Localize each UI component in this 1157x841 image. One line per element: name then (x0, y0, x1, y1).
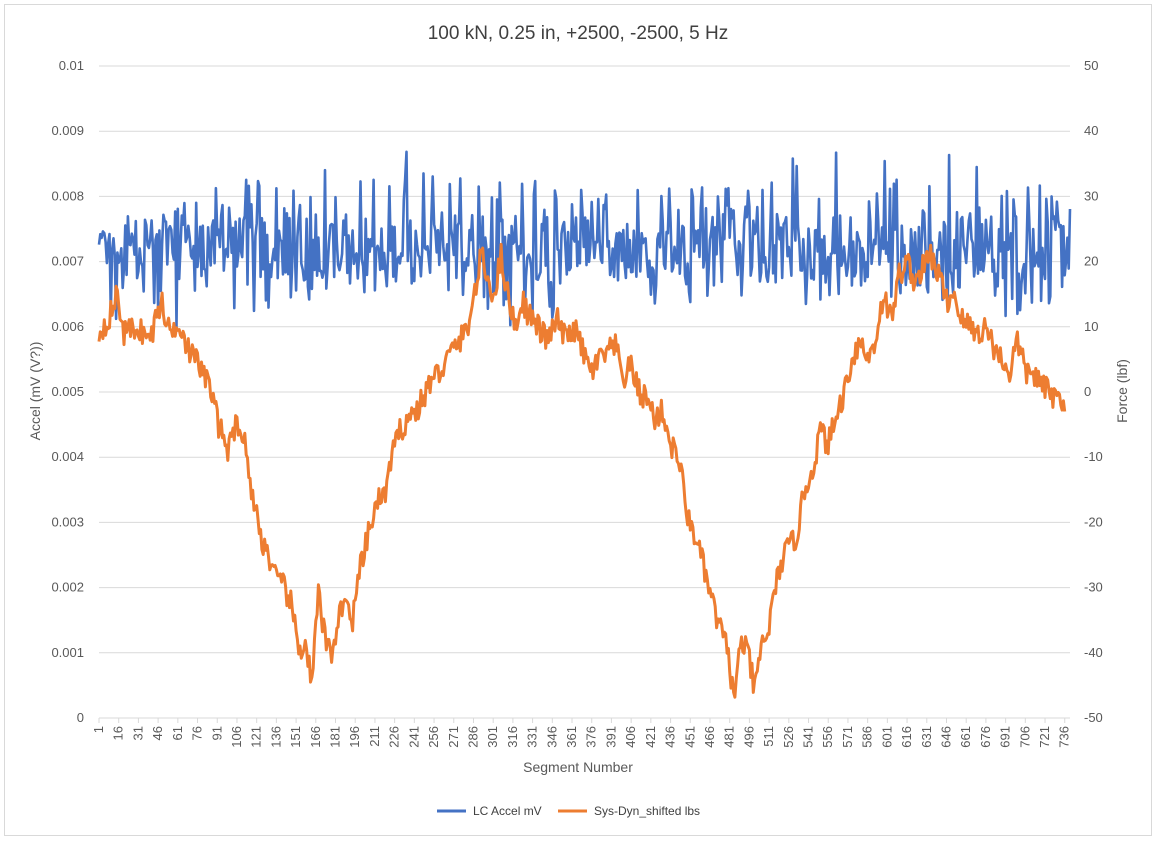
x-tick-label: 646 (938, 726, 953, 748)
x-tick-label: 136 (268, 726, 283, 748)
x-tick-label: 586 (860, 726, 875, 748)
left-tick-label: 0.004 (51, 449, 84, 464)
x-tick-label: 541 (801, 726, 816, 748)
chart-frame (4, 4, 1152, 836)
x-tick-label: 481 (722, 726, 737, 748)
left-axis-title: Accel (mV (V?)) (27, 342, 43, 441)
series-layer (97, 150, 1072, 699)
x-tick-label: 316 (505, 726, 520, 748)
x-tick-label: 421 (643, 726, 658, 748)
x-tick-label: 556 (820, 726, 835, 748)
left-tick-label: 0 (77, 710, 84, 725)
chart-title: 100 kN, 0.25 in, +2500, -2500, 5 Hz (428, 23, 729, 44)
left-tick-label: 0.009 (51, 123, 84, 138)
x-tick-label: 91 (209, 726, 224, 740)
left-tick-label: 0.005 (51, 384, 84, 399)
left-tick-label: 0.006 (51, 319, 84, 334)
x-tick-label: 106 (229, 726, 244, 748)
x-tick-label: 526 (781, 726, 796, 748)
legend-label-sys-dyn: Sys-Dyn_shifted lbs (594, 804, 700, 818)
left-tick-label: 0.008 (51, 188, 84, 203)
x-tick-label: 271 (446, 726, 461, 748)
x-tick-label: 601 (879, 726, 894, 748)
x-tick-label: 16 (111, 726, 126, 740)
x-tick-label: 121 (249, 726, 264, 748)
right-tick-label: -10 (1084, 449, 1103, 464)
right-tick-label: 40 (1084, 123, 1098, 138)
right-tick-label: 0 (1084, 384, 1091, 399)
right-tick-label: 50 (1084, 58, 1098, 73)
right-tick-label: -50 (1084, 710, 1103, 725)
series-sys-dyn-line (97, 242, 1067, 699)
x-tick-label: 706 (1017, 726, 1032, 748)
x-tick-label: 661 (958, 726, 973, 748)
x-tick-label: 226 (387, 726, 402, 748)
left-tick-label: 0.002 (51, 580, 84, 595)
right-tick-label: 10 (1084, 319, 1098, 334)
right-axis-ticks: -50 -40 -30 -20 -10 0 10 20 30 40 50 (1084, 58, 1103, 725)
x-tick-label: 451 (682, 726, 697, 748)
x-tick-label: 346 (544, 726, 559, 748)
x-axis-ticks: 1 16 31 46 61 76 91 106 121 136 151 166 181 196 211 226… (91, 718, 1072, 748)
x-tick-label: 256 (426, 726, 441, 748)
left-tick-label: 0.007 (51, 254, 84, 269)
x-tick-label: 391 (603, 726, 618, 748)
x-tick-label: 616 (899, 726, 914, 748)
x-tick-label: 721 (1037, 726, 1052, 748)
x-tick-label: 631 (919, 726, 934, 748)
x-tick-label: 436 (663, 726, 678, 748)
x-tick-label: 301 (485, 726, 500, 748)
right-tick-label: -30 (1084, 580, 1103, 595)
x-tick-label: 676 (978, 726, 993, 748)
legend: LC Accel mV Sys-Dyn_shifted lbs (437, 804, 700, 818)
x-tick-label: 211 (367, 726, 382, 747)
x-tick-label: 46 (150, 726, 165, 740)
left-tick-label: 0.01 (59, 58, 84, 73)
x-tick-label: 691 (998, 726, 1013, 748)
x-tick-label: 31 (130, 726, 145, 740)
x-tick-label: 736 (1057, 726, 1072, 748)
x-tick-label: 406 (623, 726, 638, 748)
x-tick-label: 361 (564, 726, 579, 748)
x-tick-label: 286 (465, 726, 480, 748)
right-tick-label: -40 (1084, 645, 1103, 660)
x-tick-label: 181 (328, 726, 343, 748)
x-axis-title: Segment Number (523, 759, 633, 775)
x-tick-label: 496 (741, 726, 756, 748)
left-tick-label: 0.001 (51, 645, 84, 660)
left-tick-label: 0.003 (51, 514, 84, 529)
series-lc-accel-line (97, 150, 1072, 328)
legend-label-lc-accel: LC Accel mV (473, 804, 542, 818)
x-tick-label: 1 (91, 726, 106, 733)
x-tick-label: 76 (190, 726, 205, 740)
right-tick-label: 30 (1084, 188, 1098, 203)
x-tick-label: 571 (840, 726, 855, 748)
x-tick-label: 331 (525, 726, 540, 748)
right-axis-title: Force (lbf) (1114, 359, 1130, 423)
x-tick-label: 376 (584, 726, 599, 748)
right-tick-label: 20 (1084, 254, 1098, 269)
x-tick-label: 241 (406, 726, 421, 748)
left-axis-ticks: 0 0.001 0.002 0.003 0.004 0.005 0.006 0.007 0.00… (51, 58, 84, 725)
x-tick-label: 61 (170, 726, 185, 740)
right-tick-label: -20 (1084, 514, 1103, 529)
x-tick-label: 151 (288, 726, 303, 748)
x-tick-label: 196 (347, 726, 362, 748)
x-tick-label: 511 (761, 726, 776, 747)
x-tick-label: 166 (308, 726, 323, 748)
x-tick-label: 466 (702, 726, 717, 748)
